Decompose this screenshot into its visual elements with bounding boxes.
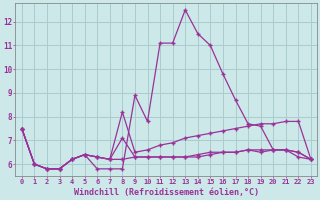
X-axis label: Windchill (Refroidissement éolien,°C): Windchill (Refroidissement éolien,°C)	[74, 188, 259, 197]
